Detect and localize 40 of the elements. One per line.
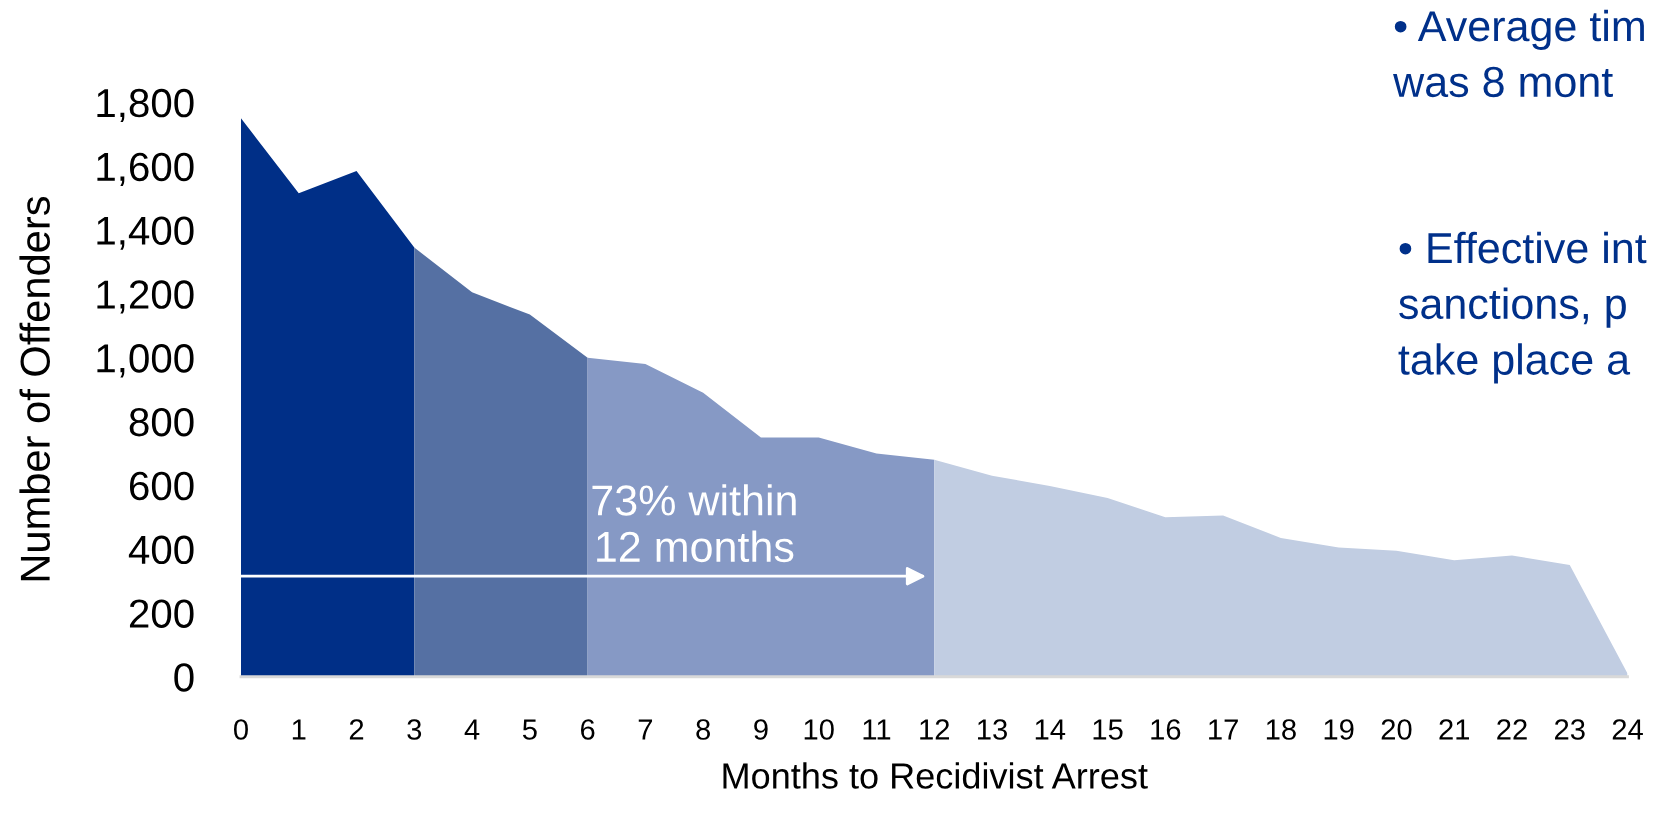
x-tick-label: 1 bbox=[292, 719, 306, 740]
x-tick-label: 12 bbox=[920, 719, 950, 740]
y-tick-label: 600 bbox=[129, 471, 194, 501]
x-tick-label: 3 bbox=[407, 719, 422, 740]
x-tick-label: 10 bbox=[804, 719, 834, 740]
x-tick-label: 11 bbox=[863, 719, 891, 740]
x-tick-label: 18 bbox=[1266, 719, 1296, 740]
x-tick-label: 7 bbox=[638, 719, 653, 740]
y-tick-label: 200 bbox=[129, 599, 194, 628]
y-tick-label: 1,800 bbox=[97, 88, 194, 123]
x-tick-label: 14 bbox=[1035, 719, 1066, 740]
y-tick-label: 1,200 bbox=[97, 280, 194, 314]
x-axis-title: Months to Recidivist Arrest bbox=[723, 762, 1148, 789]
x-tick-label: 2 bbox=[349, 719, 364, 740]
annotation: • Effective int sanctions, p take place a bbox=[1398, 231, 1647, 384]
y-tick-label: 1,000 bbox=[97, 344, 194, 378]
x-tick-label: 24 bbox=[1612, 719, 1643, 740]
x-tick-label: 0 bbox=[234, 719, 248, 740]
x-tick-label: 13 bbox=[978, 719, 1007, 740]
x-tick-label: 15 bbox=[1093, 719, 1123, 740]
x-tick-label: 4 bbox=[464, 719, 480, 740]
y-axis-title: Number of Offenders bbox=[19, 196, 51, 581]
x-tick-label: 19 bbox=[1324, 719, 1354, 740]
y-tick-label: 0 bbox=[174, 663, 194, 692]
x-tick-label: 16 bbox=[1151, 719, 1181, 740]
x-tick-label: 23 bbox=[1555, 719, 1585, 740]
x-tick-label: 6 bbox=[580, 719, 595, 740]
x-tick-label: 20 bbox=[1381, 719, 1412, 740]
x-tick-label: 5 bbox=[522, 719, 537, 740]
y-tick-label: 1,400 bbox=[97, 216, 194, 250]
x-tick-label: 9 bbox=[754, 719, 768, 740]
y-tick-label: 400 bbox=[128, 535, 194, 565]
annotation: 73% within 12 months bbox=[592, 484, 796, 563]
x-tick-label: 21 bbox=[1439, 719, 1470, 740]
text: • Average tim was 8 mont bbox=[1393, 9, 1644, 98]
y-tick-label: 800 bbox=[129, 407, 194, 437]
y-tick-label: 1,600 bbox=[97, 152, 194, 186]
x-tick-label: 22 bbox=[1497, 719, 1527, 740]
x-tick-label: 8 bbox=[696, 719, 710, 740]
x-tick-label: 17 bbox=[1209, 719, 1238, 740]
